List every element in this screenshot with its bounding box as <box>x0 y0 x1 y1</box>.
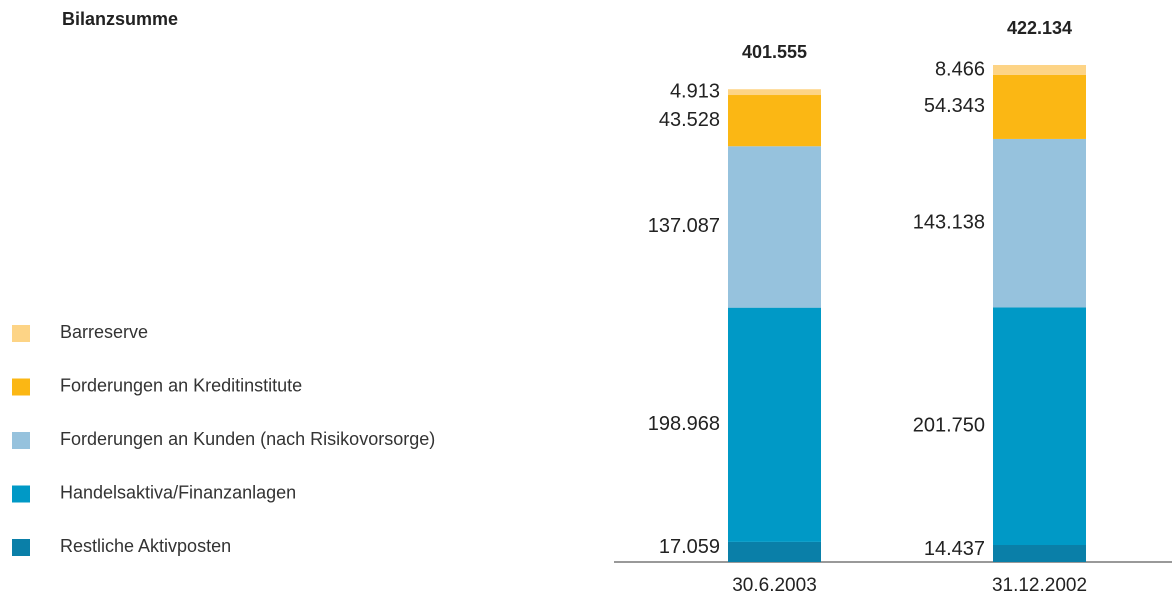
legend-label: Forderungen an Kunden (nach Risikovorsor… <box>60 429 435 449</box>
legend-label: Restliche Aktivposten <box>60 536 231 556</box>
legend-swatch <box>12 432 30 449</box>
bar-segment <box>728 541 821 562</box>
value-label: 198.968 <box>648 413 720 435</box>
value-label: 137.087 <box>648 215 720 237</box>
chart-title: Bilanzsumme <box>62 9 178 29</box>
x-tick-label: 31.12.2002 <box>992 575 1087 596</box>
value-label: 8.466 <box>935 58 985 80</box>
bar-segment <box>993 74 1086 139</box>
legend-swatch <box>12 378 30 396</box>
legend-label: Barreserve <box>60 322 148 342</box>
total-label: 422.134 <box>1007 18 1072 38</box>
legend-swatch <box>12 485 30 503</box>
value-label: 14.437 <box>924 538 985 560</box>
value-label: 54.343 <box>924 95 985 117</box>
legend-swatch <box>12 539 30 556</box>
value-label: 17.059 <box>659 536 720 558</box>
bar-segment <box>728 307 821 542</box>
legend-swatch <box>12 325 30 342</box>
value-label: 201.750 <box>913 415 985 437</box>
bar-segment <box>993 65 1086 75</box>
value-label: 143.138 <box>913 211 985 233</box>
bar-segment <box>728 146 821 308</box>
legend-label: Forderungen an Kreditinstitute <box>60 375 302 395</box>
x-tick-label: 30.6.2003 <box>732 575 817 596</box>
value-label: 43.528 <box>659 109 720 131</box>
total-label: 401.555 <box>742 42 807 62</box>
bar-segment <box>993 138 1086 308</box>
bar-segment <box>993 307 1086 546</box>
legend-label: Handelsaktiva/Finanzanlagen <box>60 482 296 502</box>
bar-segment <box>728 95 821 147</box>
value-label: 4.913 <box>670 80 720 102</box>
bar-segment <box>728 89 821 96</box>
bar-segment <box>993 545 1086 562</box>
